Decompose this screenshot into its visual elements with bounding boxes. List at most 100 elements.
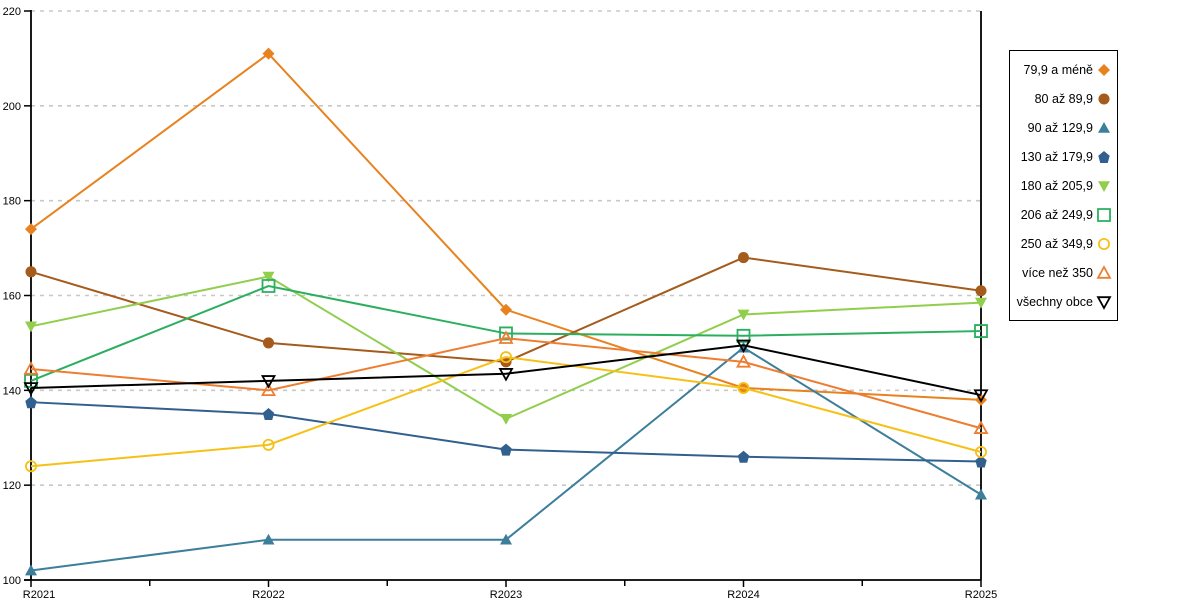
marker-shape [500, 303, 512, 316]
data-point-marker [500, 303, 512, 316]
marker-shape [262, 438, 275, 451]
marker-shape [973, 389, 989, 403]
y-tick-label: 180 [3, 196, 21, 208]
legend-marker-icon [1096, 295, 1112, 310]
series-line [30, 344, 982, 397]
marker-shape [975, 297, 987, 309]
legend-item: více než 350 [1013, 259, 1112, 286]
marker-shape [737, 381, 750, 394]
legend-marker-icon [1096, 264, 1112, 279]
series-5 [25, 271, 987, 425]
data-point-marker [260, 375, 277, 389]
y-tick-label: 140 [3, 385, 21, 397]
marker-shape [500, 443, 512, 456]
series-3 [25, 341, 987, 576]
marker-shape [25, 321, 37, 333]
legend-item: 80 až 89,9 [1013, 85, 1112, 112]
legend-marker-icon [1098, 121, 1110, 133]
data-point-marker [262, 47, 275, 60]
data-point-marker [973, 420, 989, 434]
marker-shape [25, 460, 37, 473]
data-point-marker [262, 533, 275, 545]
legend: 79,9 a méně 80 až 89,9 90 až 129,9 130 až 1… [1009, 50, 1118, 321]
data-point-marker [25, 321, 37, 333]
legend-item-label: více než 350 [1022, 265, 1093, 280]
legend-item: 90 až 129,9 [1013, 114, 1112, 141]
marker-shape [25, 396, 37, 409]
data-point-marker [1098, 180, 1110, 192]
y-tick-label: 160 [3, 291, 21, 303]
marker-shape [1096, 295, 1112, 310]
data-point-marker [23, 361, 39, 375]
data-point-marker [737, 381, 750, 394]
marker-shape [262, 408, 275, 421]
data-point-marker [737, 450, 750, 463]
marker-shape [1098, 121, 1110, 133]
legend-item: 180 až 205,9 [1013, 172, 1112, 199]
data-point-marker [500, 443, 512, 456]
marker-shape [737, 341, 750, 353]
data-point-marker [1096, 295, 1112, 310]
marker-shape [1098, 237, 1110, 250]
data-point-marker [735, 354, 752, 368]
legend-marker-icon [1098, 180, 1110, 192]
data-point-marker [498, 368, 514, 382]
data-point-marker [500, 413, 512, 425]
marker-shape [498, 368, 514, 382]
data-point-marker [975, 488, 987, 500]
data-point-marker [1098, 92, 1110, 105]
data-point-marker [1098, 63, 1110, 76]
legend-marker-icon [1097, 207, 1111, 222]
data-point-marker [262, 271, 275, 283]
data-point-marker [23, 382, 39, 396]
data-point-marker [25, 460, 37, 473]
legend-item-label: 79,9 a méně [1023, 62, 1094, 77]
data-point-marker [1097, 207, 1111, 222]
data-point-marker [25, 223, 37, 236]
legend-item-label: 80 až 89,9 [1034, 91, 1093, 106]
marker-shape [1098, 63, 1110, 76]
legend-item-label: 180 až 205,9 [1020, 178, 1093, 193]
marker-shape [737, 252, 750, 264]
legend-marker-icon [1098, 92, 1110, 105]
legend-item: 130 až 179,9 [1013, 143, 1112, 170]
y-tick-label: 200 [3, 101, 21, 113]
series-line [30, 52, 982, 401]
marker-shape [1097, 207, 1111, 222]
data-point-marker [498, 330, 514, 344]
legend-item-label: 206 až 249,9 [1020, 207, 1093, 222]
marker-shape [262, 271, 275, 283]
series-line [30, 275, 982, 420]
marker-shape [498, 330, 514, 344]
data-point-marker [260, 382, 277, 397]
data-point-marker [262, 408, 275, 421]
data-point-marker [737, 252, 750, 264]
data-point-marker [975, 445, 987, 458]
marker-shape [261, 279, 276, 293]
y-tick-label: 100 [3, 575, 21, 587]
data-point-marker [735, 339, 752, 354]
marker-shape [260, 382, 277, 397]
legend-item: 206 až 249,9 [1013, 201, 1112, 228]
legend-item-label: 130 až 179,9 [1020, 149, 1093, 164]
data-point-marker [261, 279, 276, 293]
data-point-marker [262, 337, 275, 349]
legend-item: 79,9 a méně [1013, 56, 1112, 83]
marker-shape [735, 339, 752, 354]
y-tick-label: 120 [3, 480, 21, 492]
data-point-marker [500, 351, 512, 364]
data-point-marker [500, 533, 512, 545]
marker-shape [25, 564, 37, 576]
marker-shape [975, 285, 987, 297]
data-point-marker [262, 438, 275, 451]
legend-item: 250 až 349,9 [1013, 230, 1112, 257]
marker-shape [23, 382, 39, 396]
legend-item-label: 90 až 129,9 [1027, 120, 1093, 135]
marker-shape [975, 488, 987, 500]
x-tick-label: R2024 [727, 589, 759, 600]
legend-marker-icon [1098, 237, 1110, 250]
data-point-marker [975, 285, 987, 297]
data-point-marker [1098, 121, 1110, 133]
